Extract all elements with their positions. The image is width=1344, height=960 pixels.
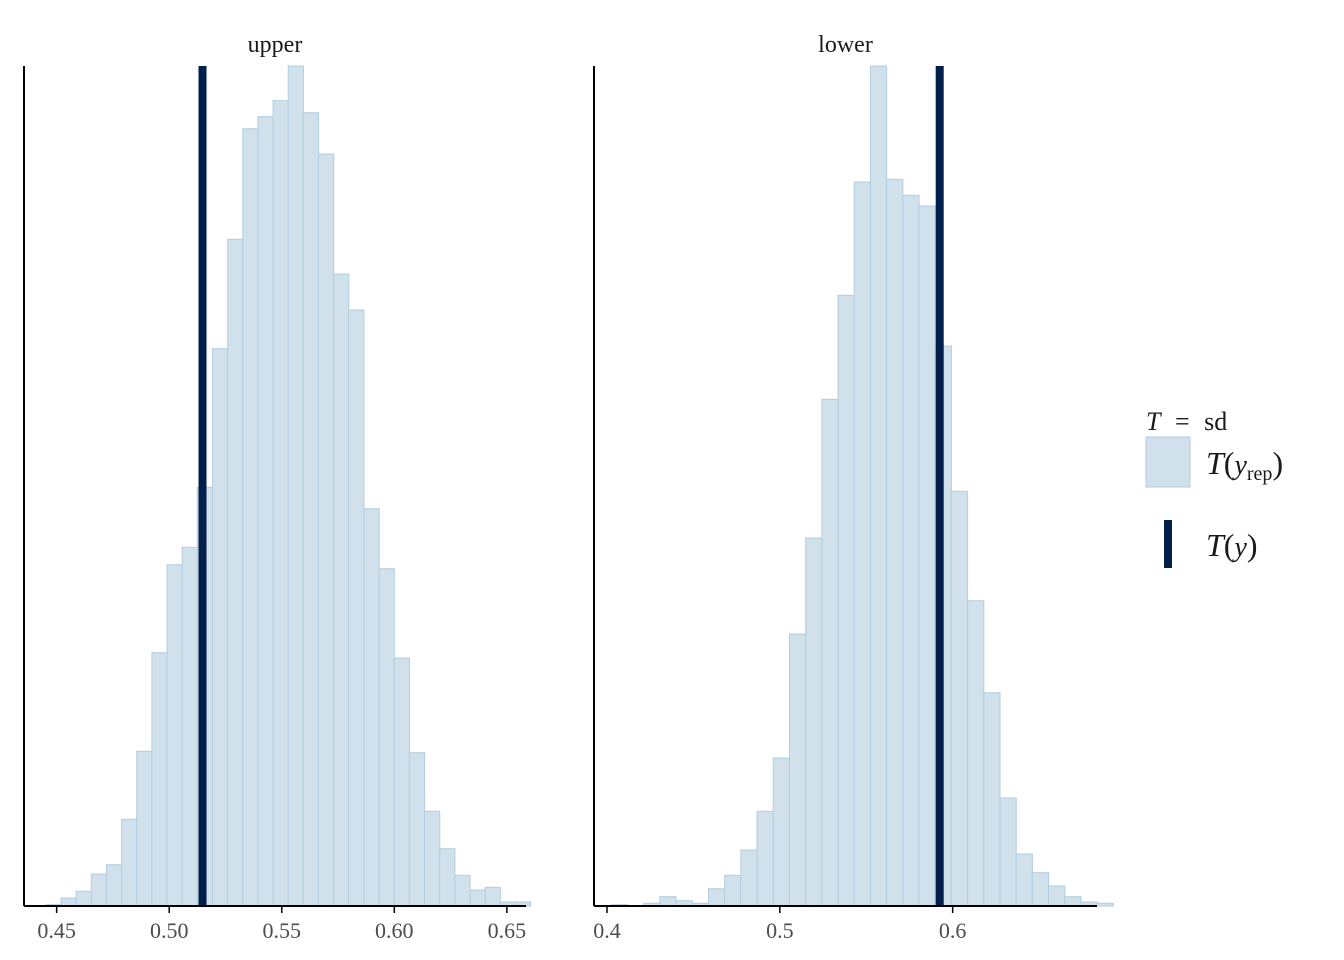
histogram-bar xyxy=(1096,902,1114,907)
legend-key-yrep xyxy=(1145,436,1191,488)
histogram-bar xyxy=(287,65,304,907)
histogram-bar xyxy=(393,657,410,907)
histogram-bar xyxy=(724,874,742,907)
histogram-bar xyxy=(1031,872,1050,907)
histogram-bar xyxy=(121,818,138,907)
histogram-bar xyxy=(788,633,807,907)
histogram-bar xyxy=(302,112,320,907)
histogram-bar xyxy=(837,294,855,907)
histogram-bar xyxy=(378,568,395,907)
histogram-bar xyxy=(424,810,441,907)
histogram-bar xyxy=(1015,853,1033,907)
histogram-bar xyxy=(242,128,259,907)
histogram-bar xyxy=(90,873,107,907)
legend-label-yrep: T(yrep) xyxy=(1206,445,1283,485)
x-tick-label: 0.4 xyxy=(593,918,621,943)
panel-lower: lower 0.4 0.5 0.6 xyxy=(593,32,1114,943)
legend-label-yrep-T: T xyxy=(1206,445,1226,481)
histogram-bar xyxy=(318,153,335,907)
legend-title-eq: = xyxy=(1175,407,1190,436)
histogram-bar xyxy=(75,890,92,907)
legend-title: T = sd xyxy=(1146,407,1227,436)
histogram-bar xyxy=(999,797,1017,907)
histogram-bar xyxy=(136,750,153,907)
histogram-bar xyxy=(886,178,904,907)
histogram-bar xyxy=(348,309,365,907)
legend-title-T: T xyxy=(1146,407,1162,436)
histogram-bar xyxy=(363,508,380,907)
histogram-bar xyxy=(151,652,168,907)
histogram-bar xyxy=(869,65,888,907)
histogram-bar xyxy=(805,537,823,907)
histogram-bar xyxy=(659,896,677,907)
histogram-bar xyxy=(983,692,1001,907)
histogram-bar xyxy=(439,848,456,907)
legend-label-y-T: T xyxy=(1206,527,1226,563)
histogram-bar xyxy=(821,398,839,907)
histogram-bar xyxy=(772,757,790,907)
histogram-bar xyxy=(60,897,77,907)
histogram-bar xyxy=(272,100,289,907)
histogram-bar xyxy=(333,273,350,907)
legend-label-yrep-sub: rep xyxy=(1247,463,1273,485)
histogram-bar xyxy=(257,116,274,907)
histogram-bar xyxy=(227,238,244,907)
x-tick-label: 0.6 xyxy=(939,918,967,943)
legend-label-y-y: y xyxy=(1231,532,1247,563)
histogram-bar xyxy=(166,564,183,907)
histogram-bar xyxy=(181,546,198,907)
histogram-bar xyxy=(707,888,726,907)
x-tick-label: 0.60 xyxy=(375,918,414,943)
histogram-bar xyxy=(469,889,486,907)
legend-label-y: T(y) xyxy=(1206,527,1258,563)
x-tick-label: 0.55 xyxy=(263,918,302,943)
legend-label-yrep-y: y xyxy=(1231,450,1247,481)
legend-key-y xyxy=(1164,520,1172,568)
histogram-bar xyxy=(105,864,123,907)
x-tick-label: 0.5 xyxy=(766,918,794,943)
histogram-bar xyxy=(454,874,471,907)
histogram-bar xyxy=(740,849,758,907)
x-tick-label: 0.65 xyxy=(488,918,527,943)
panel-upper: upper 0.45 0.50 0.55 0.60 0.65 xyxy=(23,32,532,943)
histogram-bar xyxy=(853,181,871,907)
histogram-bar xyxy=(211,348,229,907)
histogram-bar xyxy=(1048,885,1066,907)
histogram-bar xyxy=(918,205,936,907)
legend-title-stat: sd xyxy=(1204,407,1227,436)
histogram-bar xyxy=(484,886,501,907)
histogram-bar xyxy=(950,490,969,907)
facet-title: upper xyxy=(248,32,303,58)
legend: T = sd T(yrep) T(y) xyxy=(1145,407,1283,568)
histogram-bar xyxy=(408,752,426,907)
x-tick-label: 0.50 xyxy=(150,918,189,943)
histogram-bar xyxy=(902,194,920,907)
histogram-bar xyxy=(756,810,774,907)
histogram-bar xyxy=(967,600,985,907)
histogram-bar xyxy=(1064,896,1082,907)
x-tick-label: 0.45 xyxy=(37,918,76,943)
facet-title: lower xyxy=(818,32,873,58)
